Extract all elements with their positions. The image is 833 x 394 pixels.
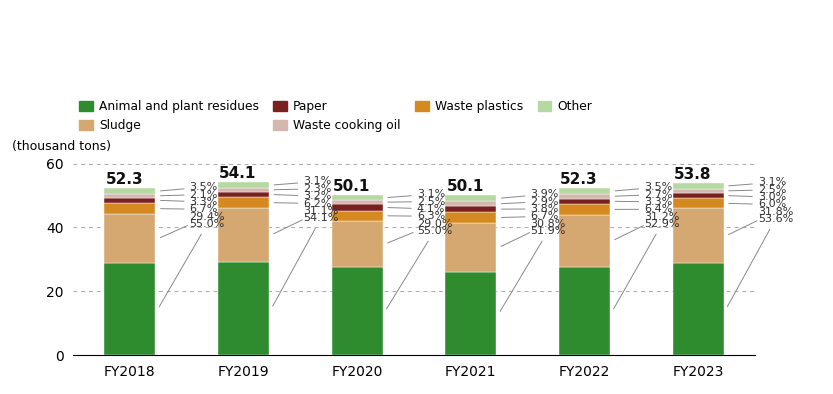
Bar	[446, 272, 496, 355]
Bar	[104, 214, 156, 263]
Bar	[672, 189, 724, 193]
Bar	[559, 215, 610, 267]
Bar	[332, 204, 383, 211]
Bar	[332, 221, 383, 267]
Bar	[104, 194, 156, 197]
Text: 31.2%: 31.2%	[615, 212, 680, 240]
Text: 52.9%: 52.9%	[614, 219, 680, 309]
Bar	[446, 223, 496, 272]
Bar	[559, 188, 610, 194]
Text: 3.5%: 3.5%	[615, 182, 672, 192]
Text: 52.3: 52.3	[106, 171, 143, 187]
Text: 30.8%: 30.8%	[501, 219, 566, 246]
Bar	[104, 263, 156, 355]
Bar	[104, 188, 156, 194]
Text: 31.8%: 31.8%	[729, 207, 793, 234]
Text: 4.1%: 4.1%	[388, 204, 446, 214]
Text: 54.1%: 54.1%	[272, 213, 338, 306]
Text: 3.9%: 3.9%	[501, 189, 559, 199]
Bar	[446, 195, 496, 201]
Text: 2.1%: 2.1%	[161, 190, 218, 200]
Text: 2.5%: 2.5%	[729, 185, 786, 195]
Bar	[218, 208, 269, 262]
Text: 3.1%: 3.1%	[729, 177, 786, 188]
Bar	[104, 197, 156, 203]
Text: 54.1: 54.1	[219, 166, 257, 181]
Text: 2.7%: 2.7%	[615, 190, 672, 200]
Text: 29.0%: 29.0%	[387, 219, 452, 243]
Bar	[559, 199, 610, 204]
Text: 29.4%: 29.4%	[160, 212, 225, 238]
Text: 6.3%: 6.3%	[388, 211, 445, 221]
Legend: Animal and plant residues, Sludge, Paper, Waste cooking oil, Waste plastics, Oth: Animal and plant residues, Sludge, Paper…	[79, 100, 592, 132]
Text: 31.1%: 31.1%	[274, 206, 338, 234]
Bar	[672, 183, 724, 189]
Text: 3.8%: 3.8%	[501, 204, 559, 214]
Bar	[332, 267, 383, 355]
Bar	[218, 262, 269, 355]
Text: 2.3%: 2.3%	[274, 184, 332, 194]
Text: 50.1: 50.1	[332, 178, 370, 193]
Text: 3.3%: 3.3%	[615, 197, 672, 207]
Bar	[672, 263, 724, 355]
Text: 55.0%: 55.0%	[387, 226, 452, 309]
Text: 53.6%: 53.6%	[727, 214, 793, 307]
Bar	[218, 192, 269, 197]
Bar	[446, 212, 496, 223]
Text: 6.7%: 6.7%	[501, 211, 559, 221]
Bar	[332, 200, 383, 204]
Bar	[672, 193, 724, 198]
Bar	[218, 188, 269, 192]
Text: 3.5%: 3.5%	[161, 182, 218, 192]
Bar	[218, 197, 269, 208]
Bar	[332, 211, 383, 221]
Bar	[218, 182, 269, 188]
Text: 6.2%: 6.2%	[274, 199, 332, 208]
Bar	[559, 204, 610, 215]
Text: 51.9%: 51.9%	[500, 226, 566, 311]
Text: 3.3%: 3.3%	[161, 197, 218, 207]
Bar	[104, 203, 156, 214]
Text: (thousand tons): (thousand tons)	[12, 140, 111, 153]
Text: 55.0%: 55.0%	[159, 219, 225, 307]
Bar	[446, 206, 496, 212]
Text: 2.9%: 2.9%	[501, 197, 559, 206]
Text: 52.3: 52.3	[560, 171, 597, 187]
Text: 53.8: 53.8	[674, 167, 711, 182]
Text: 3.2%: 3.2%	[274, 191, 332, 201]
Text: 3.1%: 3.1%	[388, 189, 445, 199]
Bar	[559, 267, 610, 355]
Text: 50.1: 50.1	[446, 178, 484, 193]
Bar	[672, 198, 724, 208]
Text: 6.0%: 6.0%	[729, 199, 786, 210]
Bar	[559, 194, 610, 199]
Bar	[332, 195, 383, 200]
Bar	[672, 208, 724, 263]
Text: 2.5%: 2.5%	[388, 197, 446, 206]
Text: 3.0%: 3.0%	[729, 192, 786, 202]
Text: 6.4%: 6.4%	[615, 204, 672, 214]
Text: 3.1%: 3.1%	[274, 177, 332, 186]
Bar	[446, 201, 496, 206]
Text: 6.7%: 6.7%	[161, 204, 218, 214]
